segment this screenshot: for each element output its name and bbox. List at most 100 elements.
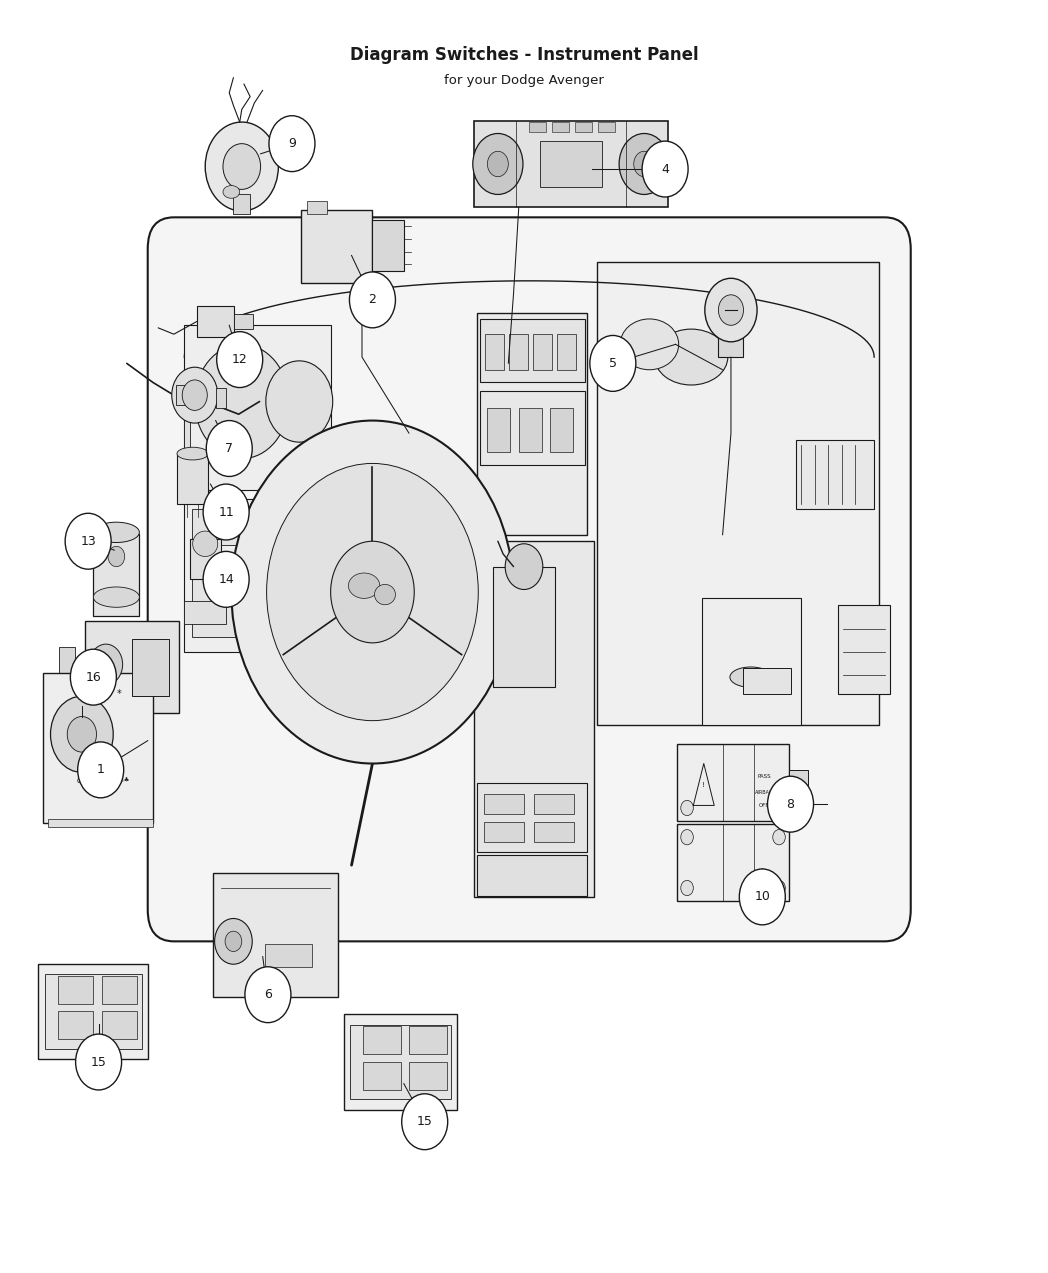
Bar	[234, 195, 250, 214]
Bar	[58, 1011, 93, 1039]
Text: 12: 12	[232, 353, 247, 367]
Bar	[85, 621, 179, 713]
Bar	[102, 1011, 137, 1039]
Ellipse shape	[487, 151, 508, 177]
Ellipse shape	[50, 696, 113, 773]
Bar	[216, 387, 226, 407]
Circle shape	[65, 513, 111, 569]
Ellipse shape	[348, 573, 379, 598]
Text: 7: 7	[225, 442, 234, 454]
Bar	[48, 820, 153, 827]
Text: PASS: PASS	[758, 774, 771, 779]
Ellipse shape	[705, 279, 757, 342]
Bar	[795, 439, 874, 509]
Bar	[519, 407, 542, 452]
Text: 15: 15	[417, 1115, 433, 1128]
Bar	[344, 1015, 457, 1110]
Bar	[534, 794, 574, 815]
Ellipse shape	[89, 644, 123, 685]
Bar	[598, 122, 615, 132]
Ellipse shape	[177, 447, 209, 460]
Ellipse shape	[182, 379, 208, 410]
Bar	[597, 262, 879, 726]
Bar	[409, 1026, 446, 1054]
Bar	[533, 335, 552, 369]
Bar	[540, 141, 603, 187]
Circle shape	[269, 116, 315, 172]
Ellipse shape	[505, 544, 543, 589]
Circle shape	[245, 966, 291, 1022]
Bar	[493, 566, 555, 687]
Text: 2: 2	[369, 293, 376, 307]
Text: dl: dl	[77, 775, 84, 784]
Text: *: *	[117, 689, 122, 699]
Ellipse shape	[205, 122, 279, 211]
Bar	[184, 326, 330, 490]
Ellipse shape	[473, 134, 523, 195]
Bar	[837, 605, 890, 694]
Bar	[59, 647, 74, 675]
Bar	[302, 210, 372, 284]
Ellipse shape	[93, 587, 139, 607]
Text: OFF: OFF	[759, 803, 769, 808]
Ellipse shape	[681, 801, 694, 816]
Bar	[719, 330, 743, 356]
Bar	[184, 388, 190, 490]
Circle shape	[206, 420, 253, 476]
Bar	[743, 668, 790, 694]
Ellipse shape	[619, 134, 670, 195]
Bar	[475, 121, 668, 207]
Ellipse shape	[772, 801, 785, 816]
Ellipse shape	[172, 367, 218, 423]
Text: 10: 10	[755, 890, 770, 904]
Circle shape	[232, 420, 514, 764]
Bar	[509, 335, 528, 369]
Circle shape	[70, 649, 116, 705]
Circle shape	[266, 463, 478, 721]
Ellipse shape	[195, 345, 289, 458]
Ellipse shape	[772, 881, 785, 896]
Bar	[677, 745, 789, 821]
Text: 11: 11	[218, 505, 234, 518]
Text: 16: 16	[86, 671, 102, 684]
Bar	[558, 335, 576, 369]
Bar	[529, 122, 546, 132]
Bar	[192, 554, 255, 636]
Ellipse shape	[215, 919, 253, 964]
Text: 1: 1	[96, 764, 105, 777]
Ellipse shape	[620, 320, 679, 369]
Ellipse shape	[681, 881, 694, 896]
Text: 8: 8	[787, 798, 794, 811]
Bar	[677, 825, 789, 901]
Bar	[58, 975, 93, 1003]
Bar	[177, 453, 209, 504]
Bar	[487, 407, 510, 452]
Bar	[350, 1025, 451, 1100]
Bar	[184, 601, 226, 624]
Text: 15: 15	[91, 1055, 107, 1068]
Ellipse shape	[93, 522, 139, 542]
Text: AIRBAG: AIRBAG	[756, 791, 773, 796]
Ellipse shape	[108, 546, 125, 566]
FancyBboxPatch shape	[148, 218, 911, 941]
Bar	[477, 783, 587, 853]
Bar	[477, 855, 587, 896]
Ellipse shape	[223, 144, 261, 190]
Ellipse shape	[225, 931, 242, 951]
Circle shape	[401, 1094, 447, 1150]
Bar	[176, 384, 187, 405]
Text: 14: 14	[218, 573, 234, 586]
Ellipse shape	[634, 151, 655, 177]
Bar	[45, 974, 141, 1049]
Bar	[480, 391, 585, 465]
Ellipse shape	[223, 186, 240, 199]
Bar	[197, 307, 235, 337]
Circle shape	[349, 272, 395, 328]
Bar	[372, 220, 403, 271]
Bar	[184, 499, 305, 652]
Text: 13: 13	[81, 535, 96, 547]
Ellipse shape	[193, 531, 218, 556]
Ellipse shape	[374, 584, 395, 605]
Text: !: !	[702, 782, 705, 788]
Bar	[789, 770, 808, 802]
